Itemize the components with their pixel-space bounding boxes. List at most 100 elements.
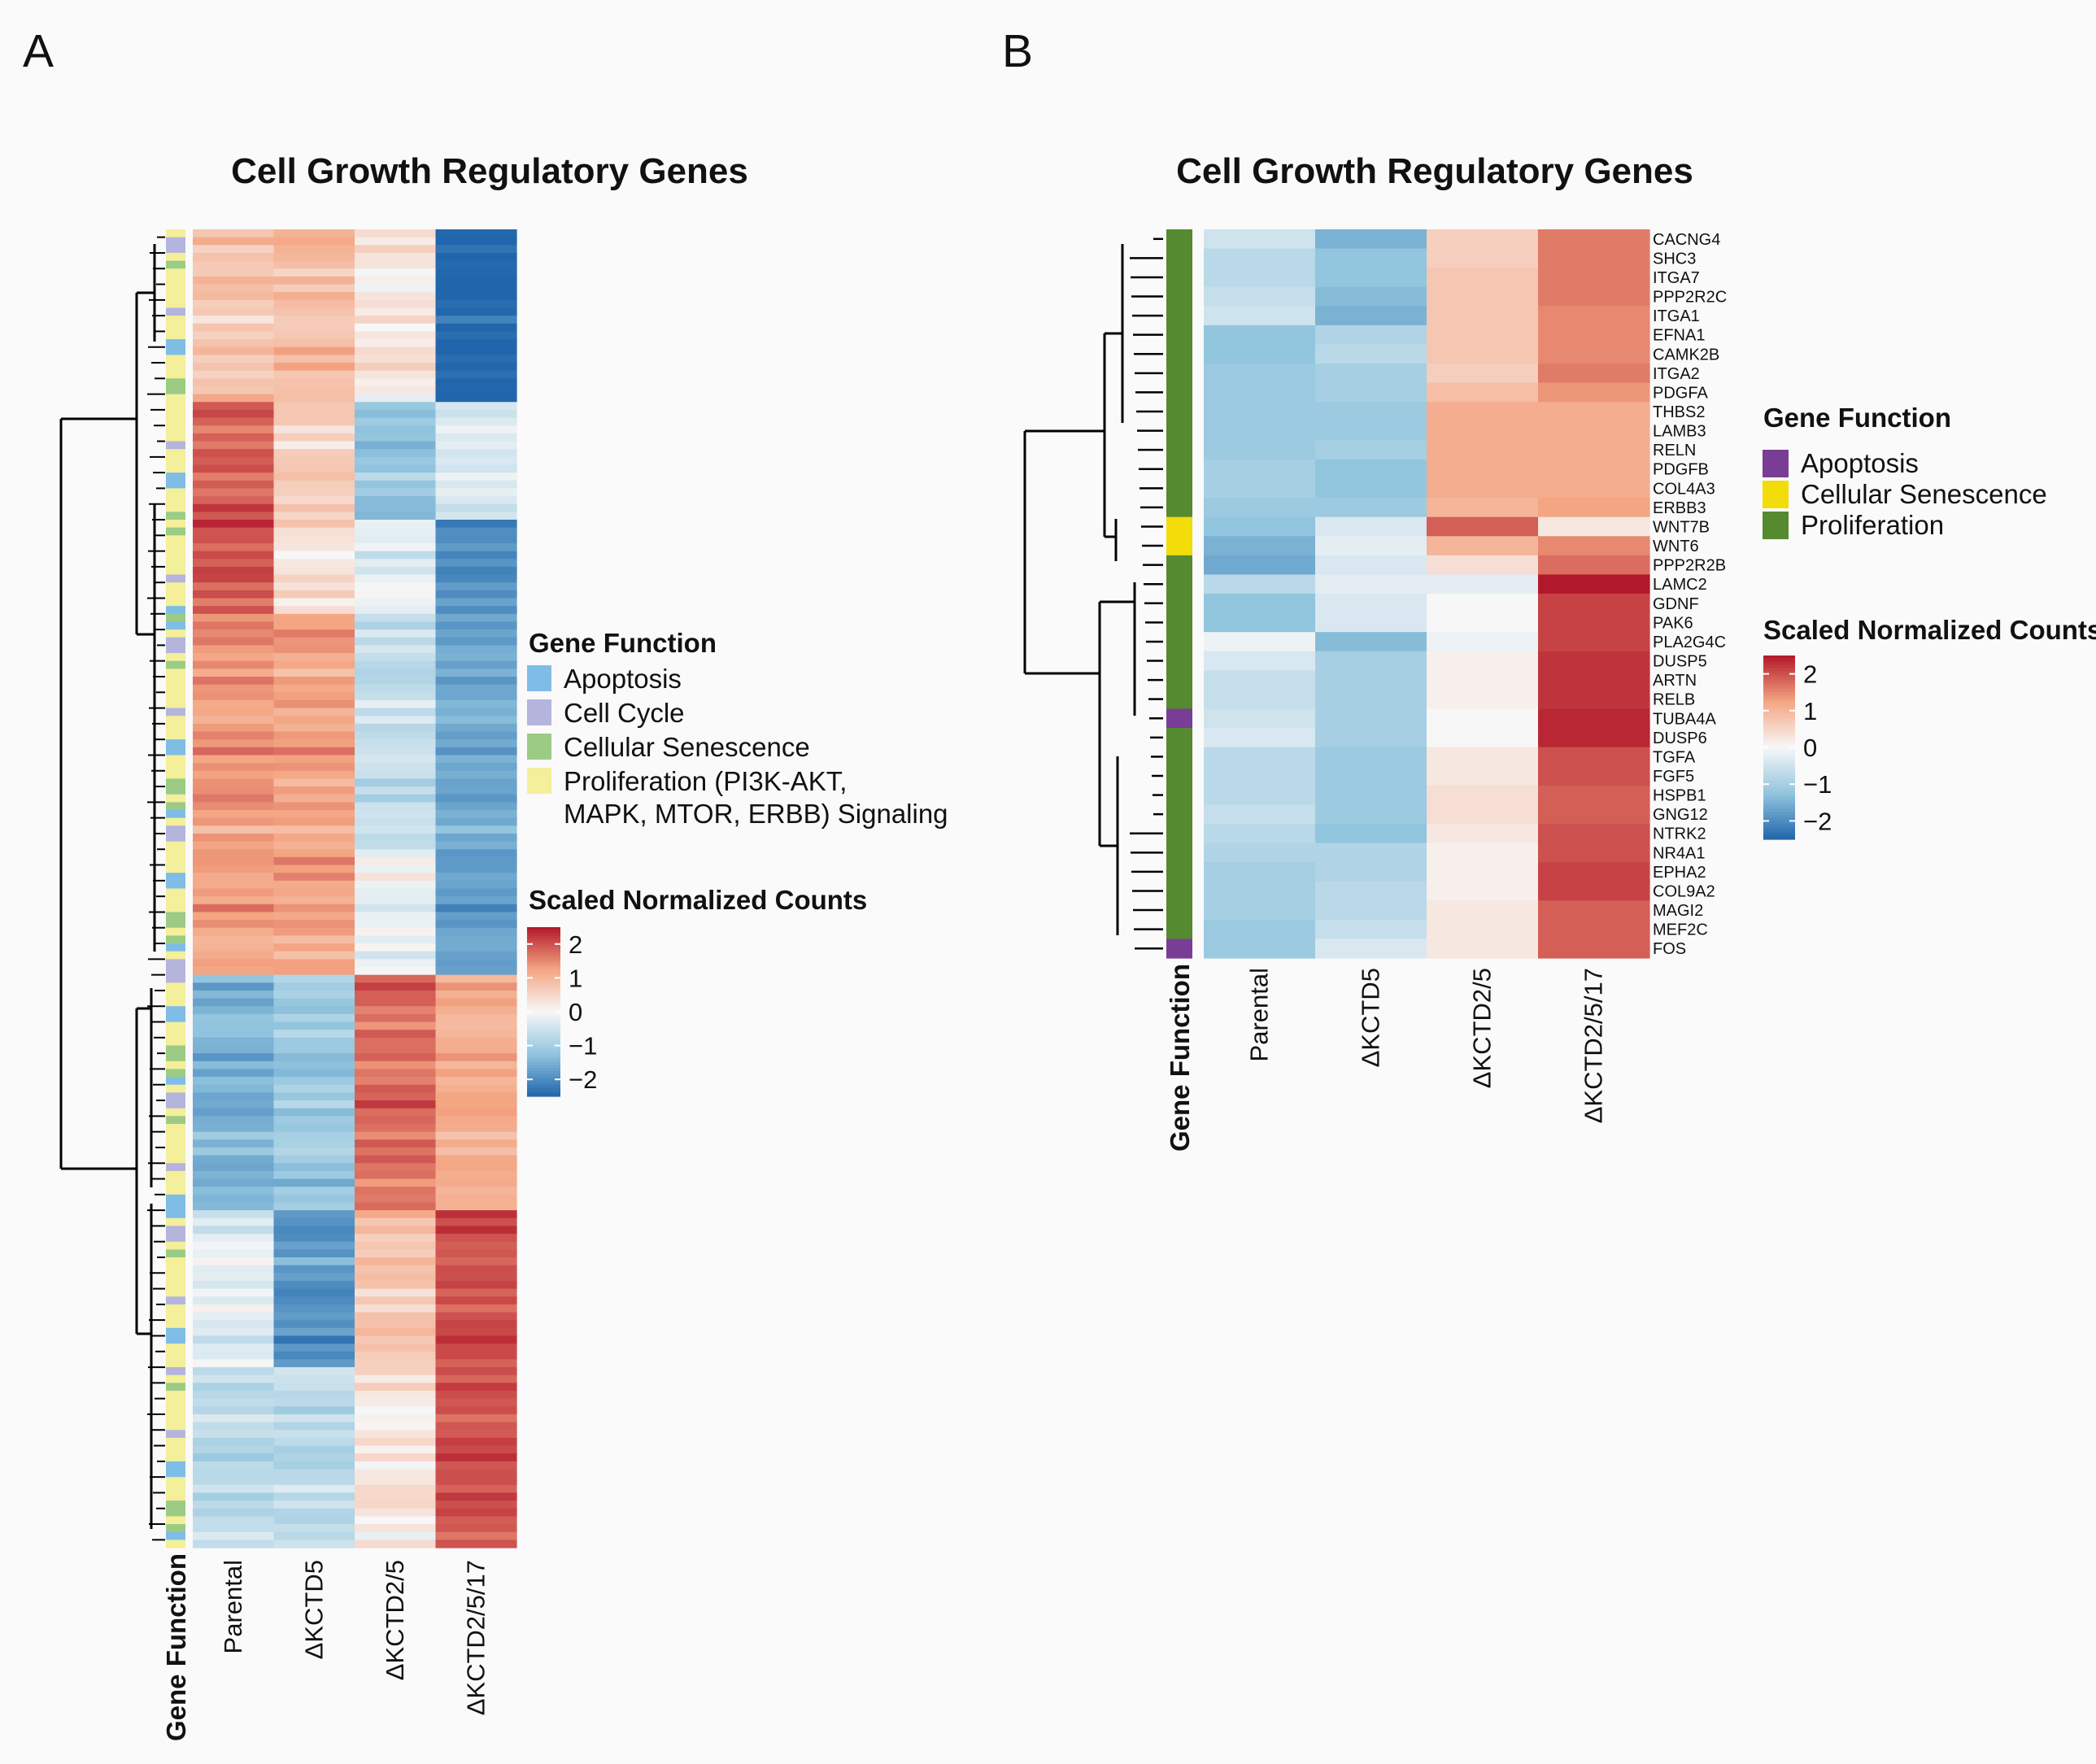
heatmap-b-annotation-cell	[1166, 248, 1192, 268]
heatmap-b-cell	[1538, 516, 1650, 537]
heatmap-b-row-label: PPP2R2B	[1653, 557, 1726, 575]
heatmap-a-annotation-cell	[166, 473, 185, 481]
heatmap-a-cell	[355, 676, 437, 686]
heatmap-a-annotation-cell	[166, 856, 185, 866]
heatmap-a-cell	[355, 637, 437, 646]
heatmap-b-cell	[1427, 823, 1539, 844]
heatmap-a-cell	[273, 542, 355, 552]
heatmap-a-annotation-cell	[166, 692, 185, 701]
heatmap-a-cell	[355, 904, 437, 913]
heatmap-a-cell	[193, 669, 275, 677]
heatmap-a-annotation-cell	[166, 1155, 185, 1164]
heatmap-a-annotation-cell	[166, 394, 185, 403]
heatmap-b-cell	[1427, 708, 1539, 729]
heatmap-a-cell	[355, 684, 437, 693]
heatmap-a-cell	[193, 433, 275, 442]
heatmap-a-cell	[435, 237, 517, 246]
heatmap-a-cell	[273, 951, 355, 960]
heatmap-a-cell	[355, 920, 437, 929]
heatmap-a-cell	[193, 574, 275, 583]
heatmap-a-cell	[273, 1249, 355, 1258]
panel-a-scale-color-step	[527, 938, 560, 942]
heatmap-a-cell	[193, 496, 275, 505]
heatmap-a-cell	[355, 1045, 437, 1054]
heatmap-a-cell	[193, 237, 275, 246]
heatmap-b-cell	[1204, 843, 1316, 863]
heatmap-a-cell	[355, 982, 437, 991]
heatmap-a-cell	[273, 833, 355, 843]
heatmap-a-cell	[193, 1500, 275, 1509]
heatmap-a-cell	[193, 943, 275, 952]
heatmap-a-annotation-cell	[166, 1344, 185, 1352]
panel-b-scale-color-step	[1763, 808, 1795, 812]
heatmap-b-cell	[1538, 708, 1650, 729]
panel-a-scale-color-step	[527, 995, 560, 999]
heatmap-b-row-label: CAMK2B	[1653, 346, 1719, 364]
panel-a-scale-color-step	[527, 935, 560, 939]
heatmap-a-cell	[355, 1241, 437, 1250]
heatmap-a-cell	[193, 425, 275, 434]
heatmap-a-cell	[435, 229, 517, 238]
panel-a-scale-color-step	[527, 1079, 560, 1083]
heatmap-a-annotation-cell	[166, 1123, 185, 1133]
heatmap-a-cell	[193, 708, 275, 716]
heatmap-a-cell	[273, 1304, 355, 1313]
heatmap-a-cell	[273, 268, 355, 277]
heatmap-b-cell	[1315, 420, 1427, 441]
heatmap-a-cell	[273, 943, 355, 952]
heatmap-a-cell	[273, 739, 355, 748]
heatmap-a-annotation-cell	[166, 998, 185, 1007]
heatmap-a-annotation-cell	[166, 802, 185, 811]
heatmap-a-cell	[273, 653, 355, 662]
heatmap-a-cell	[193, 880, 275, 890]
heatmap-a-annotation-cell	[166, 1367, 185, 1376]
heatmap-b-cell	[1538, 881, 1650, 901]
heatmap-a-annotation-cell	[166, 339, 185, 348]
heatmap-b-cell	[1315, 689, 1427, 710]
heatmap-b-cell	[1315, 229, 1427, 250]
panel-b-scale-color-step	[1763, 713, 1795, 717]
heatmap-a-cell	[355, 385, 437, 395]
panel-b-scale-color-step	[1763, 695, 1795, 699]
heatmap-a-cell	[435, 245, 517, 254]
heatmap-a-cell	[355, 1092, 437, 1101]
heatmap-a-cell	[435, 739, 517, 748]
heatmap-a-cell	[435, 1406, 517, 1415]
heatmap-a-annotation-cell	[166, 1437, 185, 1447]
heatmap-b-row-label: EPHA2	[1653, 864, 1706, 882]
heatmap-a-cell	[193, 1374, 275, 1383]
heatmap-a-cell	[355, 370, 437, 379]
panel-b-scale-color-step	[1763, 817, 1795, 821]
heatmap-a-cell	[435, 433, 517, 442]
heatmap-b-cell	[1204, 555, 1316, 576]
panel-b-letter: B	[1002, 25, 1033, 77]
heatmap-a-cell	[355, 645, 437, 654]
heatmap-a-cell	[355, 1540, 437, 1548]
heatmap-a-annotation-cell	[166, 1461, 185, 1470]
heatmap-a-annotation-cell	[166, 1540, 185, 1548]
heatmap-a-cell	[273, 503, 355, 512]
heatmap-a-cell	[435, 323, 517, 333]
heatmap-a-cell	[273, 598, 355, 607]
heatmap-b-cell	[1538, 919, 1650, 940]
heatmap-a-cell	[435, 1037, 517, 1047]
heatmap-b-cell	[1315, 382, 1427, 403]
heatmap-b-cell	[1427, 919, 1539, 940]
heatmap-a-cell	[435, 503, 517, 512]
heatmap-a-cell	[273, 551, 355, 560]
heatmap-a-cell	[435, 551, 517, 560]
heatmap-a-annotation-cell	[166, 229, 185, 238]
heatmap-a-cell	[193, 1391, 275, 1400]
panel-a-scale-tick-label: −2	[569, 1065, 597, 1094]
heatmap-a-cell	[355, 449, 437, 458]
heatmap-a-cell	[435, 464, 517, 473]
heatmap-a-cell	[193, 1013, 275, 1023]
heatmap-a-cell	[355, 692, 437, 701]
heatmap-b-row-label: PDGFB	[1653, 461, 1709, 479]
heatmap-a-cell	[435, 943, 517, 952]
panel-b-scale-color-step	[1763, 741, 1795, 745]
heatmap-a-cell	[435, 307, 517, 316]
panel-a-scale-color-step	[527, 932, 560, 936]
heatmap-a-cell	[355, 739, 437, 748]
heatmap-a-cell	[273, 363, 355, 372]
